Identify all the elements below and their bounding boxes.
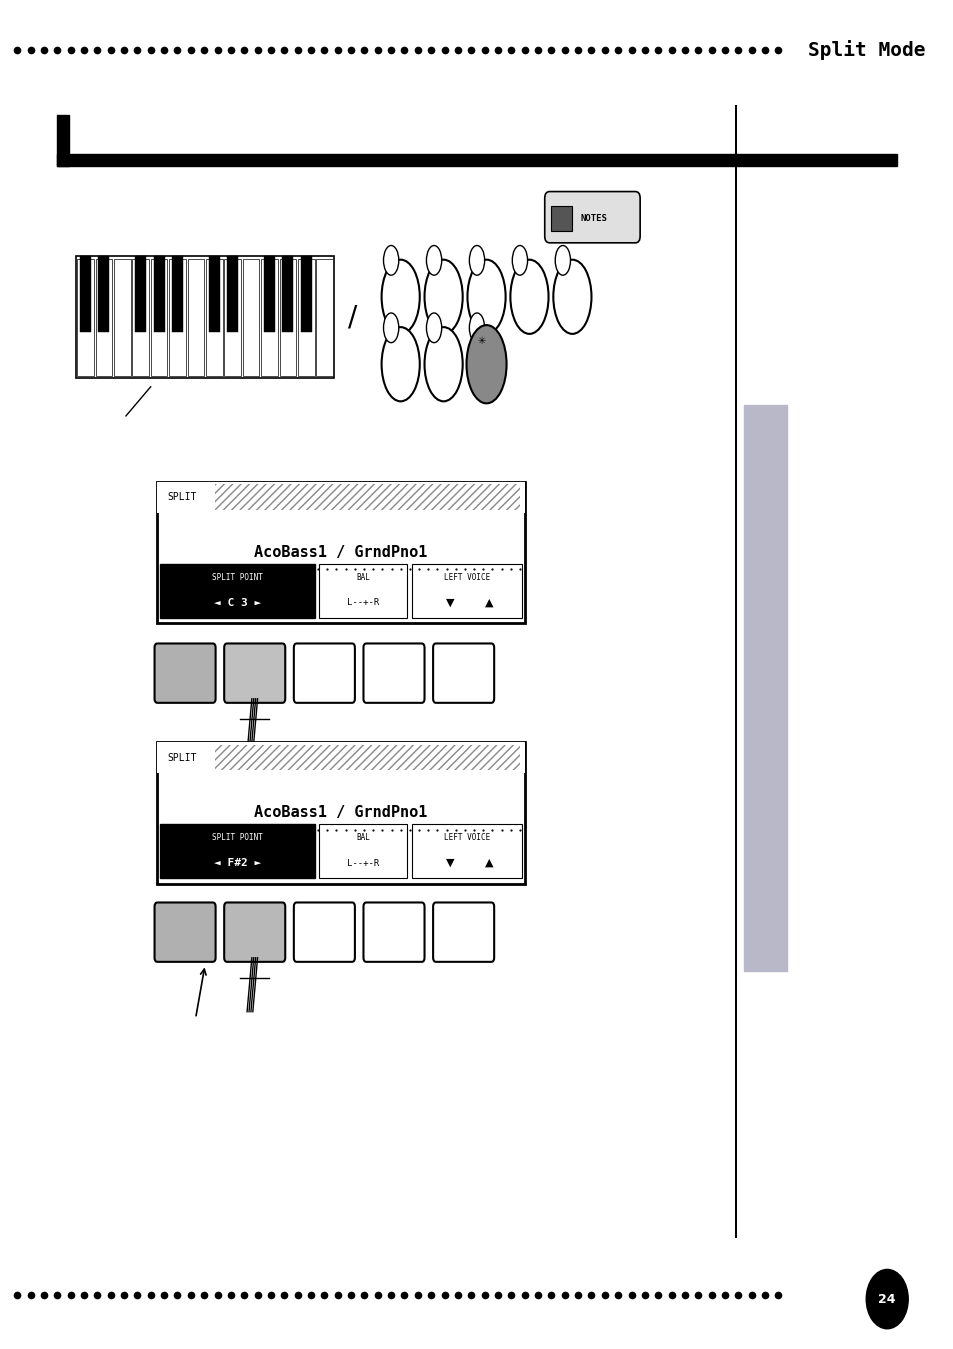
FancyBboxPatch shape: [544, 192, 639, 243]
Bar: [169, 259, 186, 376]
Text: L--+-R: L--+-R: [347, 858, 379, 867]
Text: ✳: ✳: [477, 336, 485, 347]
Ellipse shape: [381, 328, 419, 402]
Bar: [114, 259, 131, 376]
Ellipse shape: [512, 246, 527, 275]
Bar: [151, 259, 167, 376]
Bar: [135, 256, 146, 332]
FancyBboxPatch shape: [363, 902, 424, 962]
Ellipse shape: [510, 259, 548, 335]
Bar: [412, 824, 521, 878]
Bar: [412, 564, 521, 618]
Ellipse shape: [467, 328, 505, 402]
Text: ▲: ▲: [484, 598, 493, 608]
Bar: [214, 745, 519, 770]
Ellipse shape: [469, 313, 484, 343]
Ellipse shape: [383, 246, 398, 275]
Bar: [264, 256, 274, 332]
Bar: [57, 115, 69, 166]
Text: ▲: ▲: [484, 858, 493, 869]
Ellipse shape: [469, 246, 484, 275]
FancyBboxPatch shape: [294, 643, 355, 703]
Bar: [316, 259, 333, 376]
Text: ▼: ▼: [446, 858, 455, 869]
Bar: [188, 259, 204, 376]
Bar: [227, 256, 238, 332]
Bar: [734, 105, 737, 1238]
Bar: [243, 259, 259, 376]
Ellipse shape: [424, 259, 462, 335]
FancyBboxPatch shape: [157, 742, 524, 884]
FancyBboxPatch shape: [224, 902, 285, 962]
Text: BAL: BAL: [356, 834, 370, 842]
Bar: [279, 259, 295, 376]
Bar: [98, 256, 110, 332]
Ellipse shape: [467, 259, 505, 335]
Text: SPLIT: SPLIT: [167, 753, 196, 762]
Bar: [172, 256, 183, 332]
FancyBboxPatch shape: [294, 902, 355, 962]
Bar: [261, 259, 277, 376]
Bar: [551, 206, 572, 231]
Bar: [157, 742, 524, 773]
Text: ◄ C 3 ►: ◄ C 3 ►: [213, 598, 261, 608]
Bar: [206, 259, 222, 376]
Ellipse shape: [426, 246, 441, 275]
Bar: [214, 484, 519, 510]
Bar: [319, 564, 407, 618]
Text: LEFT VOICE: LEFT VOICE: [443, 834, 490, 842]
FancyBboxPatch shape: [154, 902, 215, 962]
FancyBboxPatch shape: [157, 482, 524, 623]
Text: SPLIT: SPLIT: [167, 492, 196, 502]
Text: Split Mode: Split Mode: [807, 40, 924, 59]
Text: ◄ F#2 ►: ◄ F#2 ►: [213, 858, 261, 869]
Ellipse shape: [553, 259, 591, 335]
FancyBboxPatch shape: [433, 643, 494, 703]
Bar: [132, 259, 149, 376]
FancyBboxPatch shape: [154, 643, 215, 703]
Bar: [76, 256, 334, 378]
Bar: [297, 259, 314, 376]
Text: /: /: [348, 304, 357, 331]
Text: 24: 24: [878, 1292, 895, 1306]
Text: AcoBass1 / GrndPno1: AcoBass1 / GrndPno1: [254, 805, 427, 820]
Bar: [319, 824, 407, 878]
Bar: [743, 405, 786, 971]
Bar: [224, 259, 241, 376]
Bar: [300, 256, 312, 332]
Circle shape: [865, 1269, 907, 1329]
Text: SPLIT POINT: SPLIT POINT: [212, 573, 263, 581]
Text: AcoBass1 / GrndPno1: AcoBass1 / GrndPno1: [254, 545, 427, 560]
Text: L--+-R: L--+-R: [347, 598, 379, 607]
Bar: [80, 256, 91, 332]
FancyBboxPatch shape: [433, 902, 494, 962]
Text: SPLIT POINT: SPLIT POINT: [212, 834, 263, 842]
Bar: [157, 482, 524, 513]
Bar: [209, 256, 219, 332]
Bar: [95, 259, 112, 376]
Bar: [57, 154, 896, 166]
FancyBboxPatch shape: [363, 643, 424, 703]
Text: ▼: ▼: [446, 598, 455, 608]
Text: LEFT VOICE: LEFT VOICE: [443, 573, 490, 581]
Ellipse shape: [555, 246, 570, 275]
Text: BAL: BAL: [356, 573, 370, 581]
Ellipse shape: [381, 259, 419, 335]
Ellipse shape: [466, 325, 506, 403]
Bar: [77, 259, 93, 376]
Bar: [153, 256, 165, 332]
FancyBboxPatch shape: [224, 643, 285, 703]
Ellipse shape: [426, 313, 441, 343]
Bar: [282, 256, 294, 332]
Ellipse shape: [383, 313, 398, 343]
Ellipse shape: [424, 328, 462, 402]
Bar: [160, 824, 314, 878]
Bar: [160, 564, 314, 618]
Text: NOTES: NOTES: [579, 214, 606, 223]
